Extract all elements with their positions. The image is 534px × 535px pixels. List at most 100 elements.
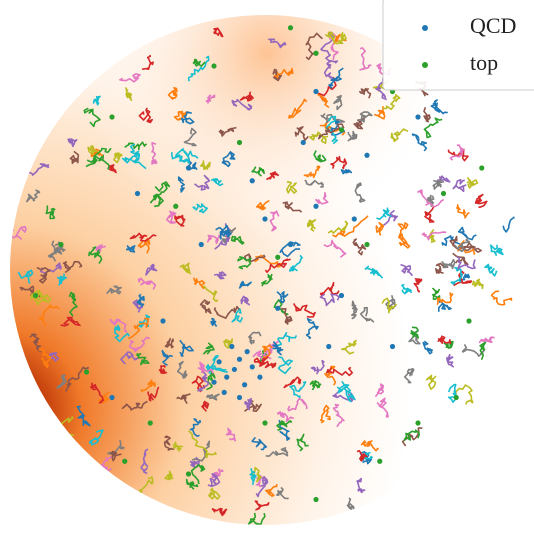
trajectory bbox=[264, 258, 291, 274]
trajectory bbox=[273, 67, 294, 79]
trajectory bbox=[286, 181, 298, 194]
trajectory bbox=[426, 194, 435, 207]
trajectory bbox=[333, 94, 343, 111]
point bbox=[287, 25, 294, 31]
trajectory bbox=[326, 366, 353, 377]
trajectory bbox=[253, 356, 269, 367]
trajectory bbox=[67, 138, 78, 148]
trajectory bbox=[140, 379, 156, 393]
point bbox=[58, 241, 64, 248]
trajectory bbox=[320, 32, 335, 63]
trajectory bbox=[283, 376, 302, 389]
trajectory bbox=[244, 397, 252, 411]
trajectory bbox=[164, 470, 174, 481]
trajectories bbox=[10, 27, 520, 525]
trajectory bbox=[347, 130, 358, 142]
trajectory bbox=[289, 381, 307, 399]
point bbox=[453, 394, 459, 401]
trajectory bbox=[358, 111, 373, 123]
point bbox=[351, 216, 357, 222]
trajectory bbox=[136, 352, 150, 366]
trajectory bbox=[336, 381, 351, 394]
trajectory bbox=[364, 265, 384, 279]
trajectory bbox=[255, 476, 269, 498]
trajectory bbox=[192, 58, 206, 67]
trajectory bbox=[151, 142, 158, 165]
point bbox=[211, 379, 217, 385]
trajectory bbox=[203, 342, 215, 355]
trajectory bbox=[141, 54, 154, 71]
trajectory bbox=[425, 374, 437, 390]
trajectory bbox=[437, 335, 452, 344]
trajectory bbox=[354, 182, 366, 203]
trajectory bbox=[453, 270, 473, 287]
trajectory bbox=[398, 233, 411, 249]
trajectory bbox=[375, 222, 385, 236]
point bbox=[313, 203, 319, 209]
trajectory bbox=[279, 241, 301, 258]
trajectory bbox=[423, 107, 431, 123]
trajectory bbox=[30, 289, 44, 306]
trajectory bbox=[265, 447, 289, 457]
trajectory bbox=[197, 361, 214, 374]
point bbox=[173, 203, 179, 209]
trajectory bbox=[400, 263, 414, 277]
trajectory bbox=[167, 87, 178, 100]
trajectory bbox=[239, 91, 254, 102]
trajectory bbox=[304, 179, 324, 188]
trajectory bbox=[87, 145, 98, 155]
trajectory bbox=[456, 256, 476, 270]
trajectory bbox=[122, 155, 147, 170]
trajectory bbox=[36, 267, 51, 284]
point bbox=[185, 165, 192, 171]
trajectory bbox=[139, 476, 154, 495]
point bbox=[287, 241, 294, 248]
trajectory bbox=[199, 299, 212, 314]
trajectory bbox=[25, 163, 50, 176]
trajectory bbox=[137, 237, 151, 254]
trajectory bbox=[374, 383, 385, 398]
trajectory bbox=[401, 283, 413, 295]
legend-label: top bbox=[470, 50, 498, 75]
trajectory bbox=[292, 302, 316, 318]
point bbox=[244, 349, 250, 355]
points bbox=[32, 25, 485, 503]
trajectory bbox=[461, 344, 486, 357]
point bbox=[160, 318, 166, 324]
trajectory bbox=[484, 263, 498, 277]
trajectory bbox=[272, 68, 282, 82]
trajectory bbox=[269, 210, 280, 232]
trajectory bbox=[323, 239, 347, 258]
trajectory bbox=[276, 486, 289, 500]
trajectory bbox=[220, 224, 232, 238]
point bbox=[326, 343, 332, 350]
trajectory bbox=[201, 400, 210, 412]
trajectory bbox=[54, 241, 66, 252]
trajectory bbox=[309, 131, 329, 144]
trajectory bbox=[346, 497, 356, 513]
trajectory bbox=[435, 262, 449, 274]
legend-box bbox=[382, 0, 534, 91]
trajectory bbox=[180, 111, 195, 125]
trajectory bbox=[183, 127, 197, 147]
trajectory bbox=[47, 247, 63, 262]
trajectory bbox=[237, 256, 252, 270]
point bbox=[185, 471, 192, 477]
trajectory bbox=[221, 150, 236, 168]
point bbox=[198, 241, 204, 248]
trajectory bbox=[337, 31, 347, 45]
trajectory bbox=[223, 338, 233, 349]
trajectory bbox=[262, 344, 273, 359]
trajectory bbox=[119, 73, 141, 83]
trajectory bbox=[176, 393, 191, 404]
trajectory bbox=[447, 383, 458, 403]
trajectory bbox=[187, 430, 217, 459]
trajectory bbox=[210, 354, 228, 373]
trajectory bbox=[281, 307, 293, 326]
trajectory bbox=[318, 123, 345, 140]
trajectory bbox=[83, 107, 101, 128]
trajectory bbox=[422, 340, 433, 355]
trajectory bbox=[332, 403, 345, 428]
